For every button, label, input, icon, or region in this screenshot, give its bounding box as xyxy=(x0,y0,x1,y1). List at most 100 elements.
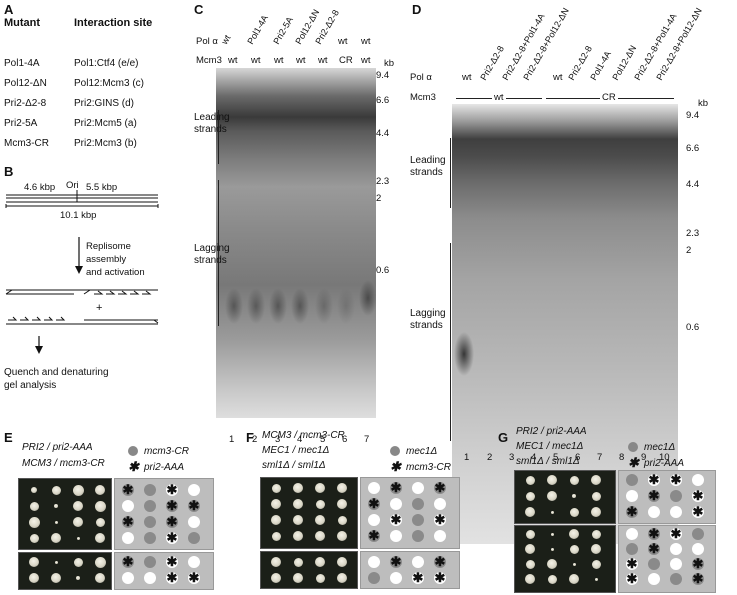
yeast-colony xyxy=(337,573,347,583)
yeast-colony xyxy=(54,520,58,524)
marker-label: 0.6 xyxy=(376,265,390,276)
gray-dot-marker xyxy=(626,474,638,486)
genotype-line: MCM3 / mcm3-CR xyxy=(22,458,105,469)
yeast-colony xyxy=(547,475,557,485)
yeast-colony xyxy=(525,491,535,501)
genotype-line: MCM3 / mcm3-CR xyxy=(262,430,345,441)
lane-number: 2 xyxy=(252,434,258,445)
step-replisome: Replisome assembly and activation xyxy=(86,241,145,278)
replication-schematic xyxy=(5,190,159,354)
table-cell-site: Pri2:Mcm3 (b) xyxy=(74,138,137,149)
legend-mcm3-cr: ✱ mcm3-CR xyxy=(390,459,451,475)
mcm3-value: CR xyxy=(339,55,353,66)
panel-label-b: B xyxy=(4,164,14,179)
yeast-colony xyxy=(591,559,601,569)
yeast-colony xyxy=(569,475,579,485)
white-dot-marker xyxy=(390,530,402,542)
yeast-colony xyxy=(569,507,579,517)
yeast-colony xyxy=(31,487,37,493)
lane-label: wt xyxy=(462,72,472,83)
kb-unit-c: kb xyxy=(384,58,395,69)
gray-star-marker: ✱ xyxy=(188,498,200,513)
yeast-colony xyxy=(76,576,80,580)
gray-star-marker: ✱ xyxy=(648,488,660,503)
yeast-colony xyxy=(51,533,61,543)
star-icon: ✱ xyxy=(390,459,401,475)
gray-dot-marker xyxy=(144,484,156,496)
lane-number: 7 xyxy=(364,434,370,445)
mcm3-value: wt xyxy=(296,55,306,66)
white-dot-marker xyxy=(368,556,380,568)
white-dot-marker xyxy=(412,482,424,494)
white-star-marker: ✱ xyxy=(412,570,424,585)
table-cell-mutant: Pri2-5A xyxy=(4,118,38,129)
kb-unit-d: kb xyxy=(698,98,709,109)
marker-label: 6.6 xyxy=(376,95,390,106)
table-cell-site: Pri2:GINS (d) xyxy=(74,98,135,109)
yeast-colony xyxy=(51,485,61,495)
yeast-colony xyxy=(315,483,325,493)
yeast-colony xyxy=(550,547,554,551)
lane-label: wt xyxy=(338,36,348,47)
gray-dot-marker xyxy=(412,498,424,510)
lane-number: 8 xyxy=(619,452,625,463)
table-cell-site: Pol12:Mcm3 (c) xyxy=(74,78,145,89)
group-label-cr: CR xyxy=(600,92,618,103)
yeast-colony xyxy=(95,517,105,527)
white-dot-marker xyxy=(390,572,402,584)
white-dot-marker xyxy=(368,482,380,494)
yeast-colony xyxy=(337,499,347,509)
gray-star-marker: ✱ xyxy=(368,496,380,511)
lane-number: 3 xyxy=(509,452,515,463)
legend-pri2-aaa: ✱ pri2-AAA xyxy=(628,455,685,471)
marker-label: 2.3 xyxy=(376,176,390,187)
gray-dot-icon xyxy=(628,442,638,453)
white-star-marker: ✱ xyxy=(166,554,178,569)
panel-label-f: F xyxy=(246,430,254,445)
yeast-colony xyxy=(271,557,281,567)
marker-label: 9.4 xyxy=(686,110,700,121)
right-size-label: 5.5 kbp xyxy=(86,182,118,193)
total-size-label: 10.1 kbp xyxy=(60,210,97,221)
yeast-colony xyxy=(29,573,39,583)
gray-dot-marker xyxy=(692,528,704,540)
white-star-marker: ✱ xyxy=(434,512,446,527)
yeast-colony xyxy=(337,557,347,567)
yeast-colony xyxy=(525,529,535,539)
white-dot-marker xyxy=(670,506,682,518)
panel-label-e: E xyxy=(4,430,13,445)
marker-label: 9.4 xyxy=(376,70,390,81)
row-label-mcm3: Mcm3 xyxy=(196,55,222,66)
white-dot-marker xyxy=(188,484,200,496)
genotype-line: sml1Δ / sml1Δ xyxy=(516,456,580,467)
yeast-colony xyxy=(271,499,281,509)
yeast-colony xyxy=(315,557,325,567)
panel-label-c: C xyxy=(194,2,204,17)
white-star-marker: ✱ xyxy=(670,526,682,541)
white-dot-marker xyxy=(390,498,402,510)
white-dot-marker xyxy=(188,556,200,568)
yeast-colony xyxy=(569,574,579,584)
lane-label: Pol1-4A xyxy=(245,13,271,46)
yeast-colony xyxy=(73,517,83,527)
yeast-colony xyxy=(337,531,347,541)
white-star-marker: ✱ xyxy=(670,472,682,487)
lagging-bracket-d xyxy=(450,243,451,441)
white-dot-marker xyxy=(368,514,380,526)
gray-dot-marker xyxy=(412,514,424,526)
yeast-colony xyxy=(54,504,58,508)
yeast-colony xyxy=(29,557,39,567)
star-icon: ✱ xyxy=(628,455,639,471)
white-star-marker: ✱ xyxy=(626,556,638,571)
yeast-colony xyxy=(525,559,535,569)
ori-label: Ori xyxy=(66,180,79,191)
white-dot-marker xyxy=(648,506,660,518)
yeast-colony xyxy=(315,499,325,509)
yeast-colony xyxy=(293,557,303,567)
white-star-marker: ✱ xyxy=(434,570,446,585)
panel-label-g: G xyxy=(498,430,509,445)
white-star-marker: ✱ xyxy=(390,512,402,527)
yeast-colony xyxy=(525,475,535,485)
leading-bracket-d xyxy=(450,138,451,208)
yeast-colony xyxy=(572,562,576,566)
